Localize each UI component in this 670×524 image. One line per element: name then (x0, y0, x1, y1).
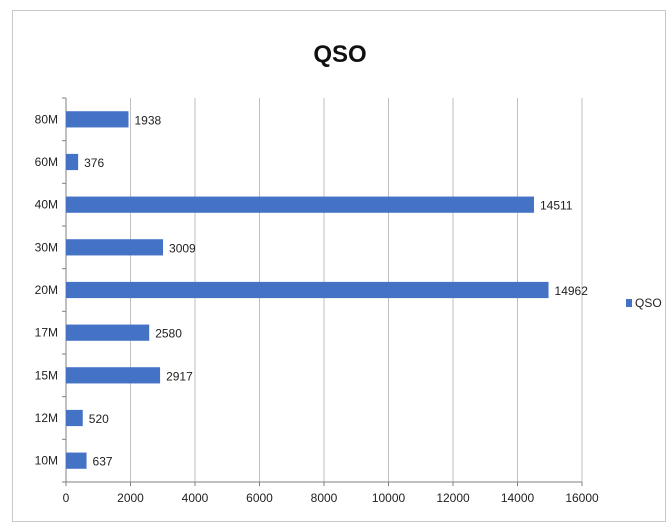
y-tick-label: 15M (35, 368, 58, 382)
y-tick-label: 40M (35, 198, 58, 212)
chart-title: QSO (313, 41, 366, 68)
data-label: 2580 (155, 327, 182, 341)
bar-12m (66, 409, 83, 427)
data-label: 14511 (540, 199, 573, 213)
x-tick-label: 0 (63, 491, 70, 505)
x-tick-label: 16000 (565, 491, 599, 505)
legend-label-qso: QSO (635, 296, 662, 310)
x-tick-label: 8000 (311, 491, 338, 505)
x-tick-label: 2000 (117, 491, 144, 505)
bar-30m (66, 239, 164, 256)
bar-80m (66, 111, 129, 128)
data-label: 520 (89, 412, 109, 426)
data-label: 637 (93, 455, 113, 469)
y-tick-label: 20M (35, 283, 58, 297)
y-tick-label: 60M (35, 155, 58, 169)
data-label: 14962 (555, 284, 589, 298)
data-labels: 1938 376 14511 3009 14962 2580 2917 520 637 (84, 113, 588, 468)
data-label: 3009 (169, 241, 196, 255)
bars (66, 111, 549, 469)
bar-15m (66, 367, 161, 384)
chart-frame (12, 10, 666, 522)
x-tick-label: 12000 (436, 491, 470, 505)
legend-swatch (626, 299, 632, 307)
bar-17m (66, 324, 150, 341)
y-tick-label: 30M (35, 240, 58, 254)
x-tick-label: 14000 (501, 491, 535, 505)
legend: QSO (626, 296, 662, 310)
data-label: 2917 (166, 369, 193, 383)
bar-60m (66, 153, 79, 171)
x-tick-label: 6000 (246, 491, 273, 505)
data-label: 1938 (135, 113, 162, 127)
bar-20m (66, 281, 549, 299)
y-tick-label: 10M (35, 454, 58, 468)
bar-10m (66, 452, 87, 469)
x-tick-label: 4000 (182, 491, 209, 505)
y-tick-label: 17M (35, 326, 58, 340)
y-tick-label: 80M (35, 112, 58, 126)
y-tick-label: 12M (35, 411, 58, 425)
x-tick-label: 10000 (372, 491, 406, 505)
bar-40m (66, 196, 534, 213)
axes: 0 2000 4000 6000 8000 10000 12000 14000 16000 80M… (35, 97, 599, 505)
data-label: 376 (84, 156, 104, 170)
